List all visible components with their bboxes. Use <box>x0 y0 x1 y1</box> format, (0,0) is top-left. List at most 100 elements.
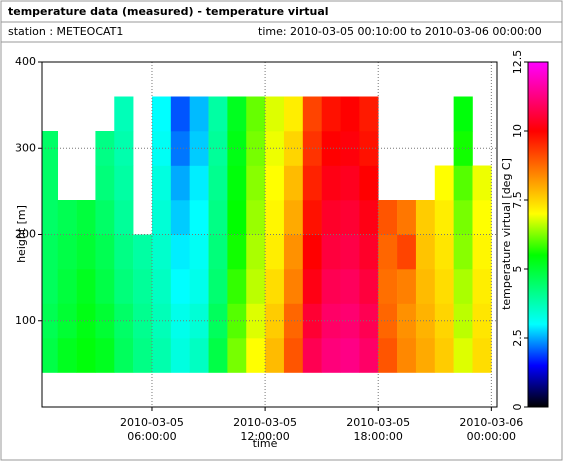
x-tick-label-line: 18:00:00 <box>354 430 403 443</box>
colorbar <box>527 61 549 408</box>
heat-cell <box>208 234 228 270</box>
x-tick-label-line: 2010-03-05 <box>346 416 410 429</box>
heat-cell <box>189 338 209 373</box>
y-axis-label: height [m] <box>15 205 28 263</box>
heat-cell <box>208 96 228 132</box>
heat-cell <box>302 165 322 201</box>
heat-cell <box>246 234 266 270</box>
heat-cell <box>472 269 492 304</box>
heat-cell <box>378 200 398 235</box>
heat-cell <box>151 303 172 339</box>
heat-cell <box>227 269 247 304</box>
heat-cell <box>227 165 247 201</box>
heat-cell <box>265 96 285 132</box>
heat-cell <box>359 234 379 270</box>
heat-cell <box>265 131 285 166</box>
heat-cell <box>453 131 473 166</box>
heat-cell <box>114 200 134 235</box>
x-tick-label: 2010-03-05 12:00:00 <box>233 416 297 443</box>
heat-cell <box>133 303 153 339</box>
heat-cell <box>340 131 360 166</box>
heat-cell <box>283 165 304 201</box>
heat-cell <box>359 200 379 235</box>
heat-cell <box>42 234 59 270</box>
heat-cell <box>133 234 153 270</box>
heat-cell <box>189 234 209 270</box>
heat-cell <box>434 165 454 201</box>
heat-cell <box>42 269 59 304</box>
heat-cell <box>321 165 341 201</box>
colorbar-tick-label: 5 <box>511 266 524 273</box>
heat-cell <box>359 303 379 339</box>
x-tick-label-line: 00:00:00 <box>467 430 516 443</box>
heat-cell <box>227 200 247 235</box>
heat-cell <box>76 234 96 270</box>
heat-cell <box>340 96 360 132</box>
heat-cell <box>265 200 285 235</box>
heat-cell <box>76 269 96 304</box>
heat-cell <box>434 338 454 373</box>
heat-cell <box>453 338 473 373</box>
heat-cell <box>265 269 285 304</box>
colorbar-tick-label: 12.5 <box>511 50 524 75</box>
heat-cell <box>151 96 172 132</box>
heat-cell <box>95 131 115 166</box>
heat-cell <box>246 269 266 304</box>
heat-cell <box>453 269 473 304</box>
heat-cell <box>151 234 172 270</box>
time-range: time: 2010-03-05 00:10:00 to 2010-03-06 … <box>258 25 542 38</box>
heat-cell <box>76 338 96 373</box>
heat-cell <box>434 200 454 235</box>
heat-cell <box>114 96 134 132</box>
heat-cell <box>265 303 285 339</box>
heat-cell <box>378 269 398 304</box>
heat-cell <box>170 269 190 304</box>
heat-cell <box>95 338 115 373</box>
heat-cell <box>453 303 473 339</box>
x-tick-label-line: 2010-03-05 <box>233 416 297 429</box>
heat-cell <box>415 234 436 270</box>
heat-cell <box>42 303 59 339</box>
heat-cell <box>472 234 492 270</box>
heat-cell <box>415 303 436 339</box>
heat-cell <box>42 200 59 235</box>
heat-cell <box>208 338 228 373</box>
heat-cell <box>227 303 247 339</box>
x-tick-label: 2010-03-05 06:00:00 <box>120 416 184 443</box>
heat-cell <box>208 165 228 201</box>
heat-cell <box>95 234 115 270</box>
heat-cell <box>189 200 209 235</box>
heat-cell <box>340 200 360 235</box>
heat-cell <box>208 131 228 166</box>
x-tick-label-line: 12:00:00 <box>240 430 289 443</box>
heat-cell <box>283 269 304 304</box>
heat-cell <box>359 338 379 373</box>
heat-cell <box>265 338 285 373</box>
heat-cell <box>321 303 341 339</box>
heat-cell <box>189 96 209 132</box>
heat-cell <box>170 165 190 201</box>
heat-cell <box>189 165 209 201</box>
heat-cell <box>378 234 398 270</box>
heat-cell <box>42 131 59 166</box>
heat-cell <box>76 200 96 235</box>
x-tick-label-line: 2010-03-06 <box>459 416 523 429</box>
heat-cell <box>321 338 341 373</box>
colorbar-label: temperature virtual [deg C] <box>500 158 513 310</box>
heat-cell <box>246 200 266 235</box>
heat-cell <box>378 338 398 373</box>
heat-cell <box>453 96 473 132</box>
heat-cell <box>283 96 304 132</box>
y-tick-label: 100 <box>15 314 36 327</box>
heat-cell <box>95 200 115 235</box>
y-tick-label: 200 <box>15 228 36 241</box>
heat-cell <box>246 338 266 373</box>
heat-cell <box>76 303 96 339</box>
heat-cell <box>114 165 134 201</box>
heat-cell <box>302 234 322 270</box>
y-tick-label: 400 <box>15 55 36 68</box>
heat-cell <box>302 96 322 132</box>
heat-cell <box>321 234 341 270</box>
heat-cell <box>453 200 473 235</box>
